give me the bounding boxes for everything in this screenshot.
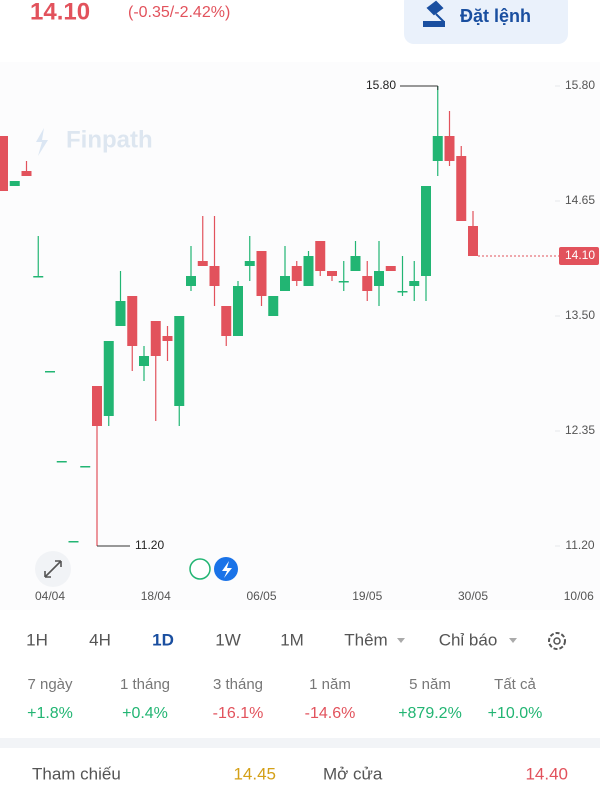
y-tick-label: 11.20 — [565, 538, 594, 552]
dropdown-arrow — [509, 638, 517, 643]
candle-body — [68, 541, 79, 543]
candle-body — [303, 256, 314, 286]
candle-body — [456, 156, 467, 221]
candle-body — [33, 276, 44, 278]
period-label[interactable]: Tất cả — [494, 676, 536, 693]
timeframe-tab[interactable]: 1D — [152, 630, 174, 649]
candle-body — [244, 261, 255, 266]
expand-icon — [44, 560, 62, 578]
candle-body — [327, 271, 337, 276]
high-label: 15.80 — [366, 78, 396, 92]
candle-body — [385, 266, 396, 271]
period-change: +1.8% — [27, 705, 73, 722]
low-label: 11.20 — [135, 538, 164, 552]
y-tick-label: 12.35 — [565, 423, 595, 437]
timeframe-tab[interactable]: 1H — [26, 630, 48, 649]
candle-body — [0, 136, 8, 191]
candle-body — [268, 296, 279, 316]
chart-area — [0, 62, 600, 610]
watermark-logo — [36, 128, 48, 156]
candle-body — [421, 186, 431, 276]
x-tick-label: 10/06 — [564, 589, 594, 603]
x-tick-label: 18/04 — [141, 589, 171, 603]
candle-body — [150, 321, 161, 356]
candle-body — [127, 296, 138, 346]
order-button-bg[interactable] — [404, 0, 568, 44]
candle-body — [92, 386, 102, 426]
candle-body — [468, 226, 478, 256]
y-tick-label: 13.50 — [565, 308, 595, 322]
candle-body — [444, 136, 455, 161]
candle-body — [80, 466, 91, 468]
candle-body — [103, 341, 114, 416]
candle-body — [338, 281, 349, 283]
period-change: +0.4% — [122, 705, 168, 722]
candle-body — [362, 276, 373, 291]
x-tick-label: 30/05 — [458, 589, 488, 603]
candle-body — [432, 136, 443, 161]
candle-body — [45, 371, 55, 373]
f-badge — [189, 558, 211, 580]
candle-body — [221, 306, 232, 336]
period-change: +879.2% — [398, 705, 462, 722]
period-label[interactable]: 1 tháng — [120, 676, 170, 693]
timeframe-tab[interactable]: 4H — [89, 630, 111, 649]
candle-body — [374, 271, 384, 286]
period-change: +10.0% — [488, 705, 543, 722]
summary-label: Mở cửa — [323, 764, 383, 783]
candle-body — [186, 276, 196, 286]
gavel-icon — [423, 0, 445, 27]
chart-tools — [35, 551, 238, 587]
candle-body — [174, 316, 185, 406]
candle-body — [315, 241, 326, 271]
candle-body — [233, 286, 243, 336]
divider — [0, 738, 600, 748]
summary-value: 14.45 — [233, 764, 276, 783]
candle-body — [162, 336, 173, 341]
x-tick-label: 04/04 — [35, 589, 65, 603]
candle-body — [115, 301, 126, 326]
x-tick-label: 06/05 — [246, 589, 276, 603]
candle-body — [291, 266, 302, 281]
settings-icon[interactable] — [548, 632, 566, 650]
period-label[interactable]: 5 năm — [409, 676, 451, 693]
timeframe-tab[interactable]: 1M — [280, 630, 304, 649]
candle-body — [280, 276, 290, 291]
last-price-label: 14.10 — [565, 248, 595, 262]
dropdown-arrow — [397, 638, 405, 643]
candle-body — [350, 256, 361, 271]
candle-body — [197, 261, 208, 266]
summary-value: 14.40 — [525, 764, 568, 783]
candle-body — [209, 266, 220, 286]
candle-body — [56, 461, 67, 463]
timeframe-tab[interactable]: Chỉ báo — [439, 630, 498, 649]
summary-label: Tham chiếu — [32, 764, 121, 783]
bolt-icon — [222, 561, 232, 578]
order-button[interactable]: Đặt lệnh — [404, 0, 568, 44]
candle-body — [397, 291, 408, 293]
order-button-label[interactable]: Đặt lệnh — [460, 6, 531, 26]
period-label[interactable]: 7 ngày — [27, 676, 73, 693]
price-change: (-0.35/-2.42%) — [128, 4, 230, 21]
watermark: Finpath — [66, 126, 153, 153]
period-change: -16.1% — [213, 705, 264, 722]
period-change: -14.6% — [305, 705, 356, 722]
x-tick-label: 19/05 — [352, 589, 382, 603]
y-tick-label: 14.65 — [565, 193, 595, 207]
candle-body — [139, 356, 149, 366]
candle-body — [9, 181, 20, 186]
candle-body — [256, 251, 267, 296]
timeframe-tab[interactable]: 1W — [215, 630, 241, 649]
last-price-box — [559, 247, 599, 265]
candle-body — [409, 281, 420, 286]
y-tick-label: 15.80 — [565, 78, 595, 92]
candle-body — [21, 171, 32, 176]
period-label[interactable]: 1 năm — [309, 676, 351, 693]
period-label[interactable]: 3 tháng — [213, 676, 263, 693]
timeframe-tab[interactable]: Thêm — [344, 630, 387, 649]
settings-icon-core — [553, 637, 561, 645]
price: 14.10 — [30, 0, 90, 25]
